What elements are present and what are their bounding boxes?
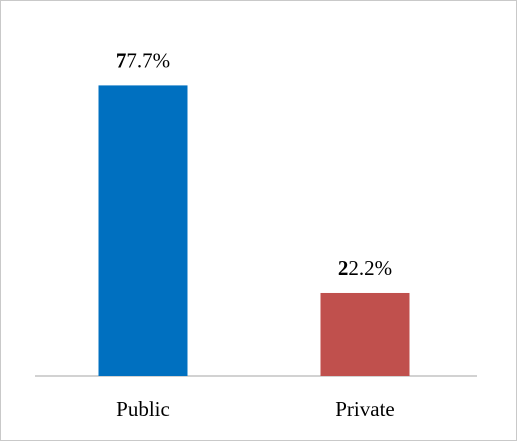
data-label-private: 22.2% <box>338 256 392 280</box>
bar-private <box>320 292 410 376</box>
bar-public <box>98 85 188 376</box>
category-label-private: Private <box>335 397 394 421</box>
category-labels-group: Public Private <box>116 397 395 421</box>
data-labels-group: 77.7% 22.2% <box>116 48 392 280</box>
category-label-public: Public <box>116 397 170 421</box>
bars-group <box>98 85 410 376</box>
data-label-public: 77.7% <box>116 48 170 72</box>
